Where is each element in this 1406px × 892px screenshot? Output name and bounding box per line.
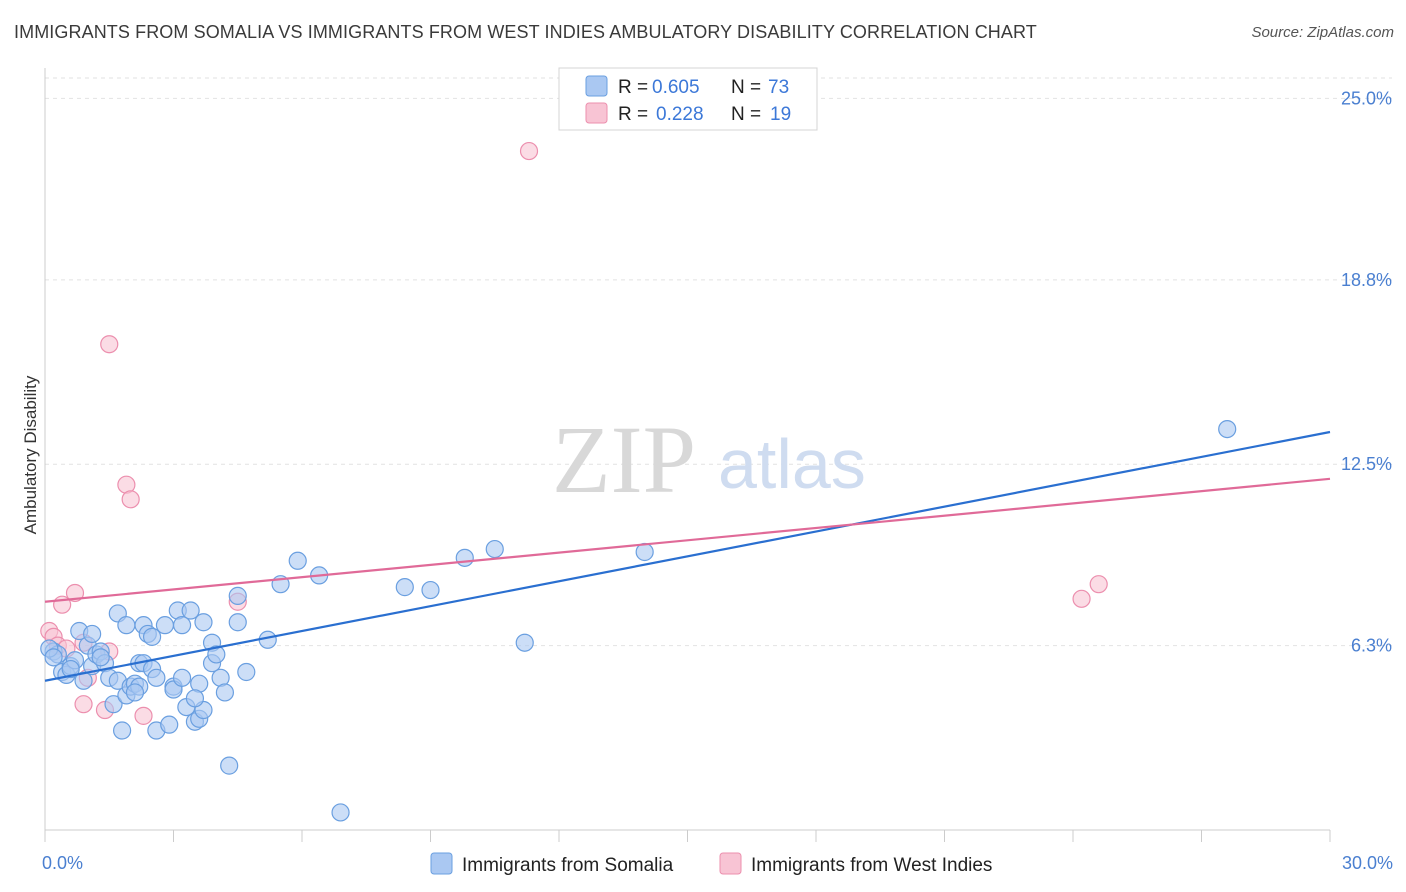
point-somalia-37	[172, 668, 192, 687]
point-somalia-66	[1218, 419, 1237, 439]
point-somalia-45	[194, 613, 213, 632]
point-westindies-16	[519, 141, 539, 161]
point-somalia-63	[485, 539, 504, 559]
y-tick-label-0: 6.3%	[1351, 636, 1392, 656]
point-somalia-40	[181, 601, 200, 620]
trend-lines	[44, 430, 1331, 682]
point-somalia-10	[83, 624, 102, 644]
trend-line-westindies	[44, 477, 1331, 603]
grid-lines	[45, 77, 1392, 647]
point-somalia-64	[515, 633, 534, 652]
point-somalia-60	[395, 578, 414, 597]
chart-title: IMMIGRANTS FROM SOMALIA VS IMMIGRANTS FR…	[14, 22, 1037, 42]
point-somalia-54	[237, 662, 256, 682]
bottom-legend-swatch-westindies	[719, 852, 742, 875]
point-somalia-72	[185, 689, 205, 708]
point-somalia-57	[288, 551, 307, 570]
bottom-legend-swatch-somalia	[430, 852, 453, 875]
point-somalia-29	[142, 627, 162, 646]
point-somalia-62	[455, 548, 474, 567]
axes	[44, 68, 1331, 842]
point-somalia-61	[421, 580, 440, 600]
point-westindies-18	[1089, 575, 1108, 594]
point-westindies-7	[74, 695, 93, 714]
point-somalia-53	[228, 586, 247, 605]
point-westindies-13	[121, 490, 140, 509]
data-points	[40, 141, 1237, 822]
legend-r-label-westindies: R =	[618, 104, 648, 125]
bottom-legend-label-westindies: Immigrants from West Indies	[751, 855, 992, 876]
legend-n-value-westindies: 19	[770, 104, 791, 125]
point-somalia-71	[125, 683, 145, 702]
legend-top: R = 0.605 N = 73 R = 0.228 N = 19	[558, 67, 818, 131]
point-somalia-31	[147, 668, 166, 687]
watermark-atlas: atlas	[718, 425, 866, 503]
point-somalia-68	[44, 648, 63, 667]
y-tick-label-3: 25.0%	[1341, 88, 1392, 108]
legend-n-label-westindies: N =	[731, 104, 761, 125]
point-somalia-48	[207, 645, 226, 664]
point-westindies-11	[100, 335, 119, 354]
point-westindies-14	[134, 706, 153, 725]
point-westindies-5	[65, 583, 85, 603]
y-axis-label: Ambulatory Disability	[21, 375, 40, 534]
y-tick-labels: 6.3% 12.5% 18.8% 25.0%	[1341, 88, 1392, 655]
point-westindies-17	[1072, 589, 1091, 608]
legend-swatch-somalia	[585, 75, 608, 97]
legend-swatch-westindies	[585, 102, 608, 124]
x-tick-labels: 0.0% 30.0%	[42, 853, 1393, 873]
x-tick-label-1: 30.0%	[1342, 853, 1393, 873]
point-somalia-15	[104, 695, 123, 714]
legend-n-value-somalia: 73	[768, 77, 789, 98]
point-somalia-32	[155, 616, 175, 635]
y-tick-label-1: 12.5%	[1341, 454, 1392, 474]
point-somalia-33	[160, 715, 179, 734]
point-somalia-59	[331, 803, 350, 822]
legend-r-label-somalia: R =	[618, 77, 648, 98]
chart-source: Source: ZipAtlas.com	[1251, 24, 1394, 41]
point-somalia-70	[91, 648, 110, 667]
legend-r-value-westindies: 0.228	[656, 104, 704, 125]
watermark: ZIP atlas	[552, 406, 866, 513]
point-somalia-50	[215, 683, 234, 702]
point-somalia-52	[228, 613, 247, 632]
trend-line-somalia	[44, 430, 1331, 682]
point-somalia-51	[220, 756, 239, 775]
watermark-zip: ZIP	[552, 406, 696, 513]
legend-bottom: Immigrants from Somalia Immigrants from …	[430, 852, 992, 876]
legend-n-label-somalia: N =	[731, 77, 761, 98]
point-somalia-18	[112, 721, 132, 740]
point-somalia-69	[61, 659, 80, 679]
x-tick-label-0: 0.0%	[42, 853, 83, 873]
legend-r-value-somalia: 0.605	[652, 77, 700, 98]
point-somalia-38	[172, 616, 192, 635]
bottom-legend-label-somalia: Immigrants from Somalia	[462, 855, 674, 876]
y-tick-label-2: 18.8%	[1341, 270, 1392, 290]
point-somalia-20	[117, 616, 136, 635]
